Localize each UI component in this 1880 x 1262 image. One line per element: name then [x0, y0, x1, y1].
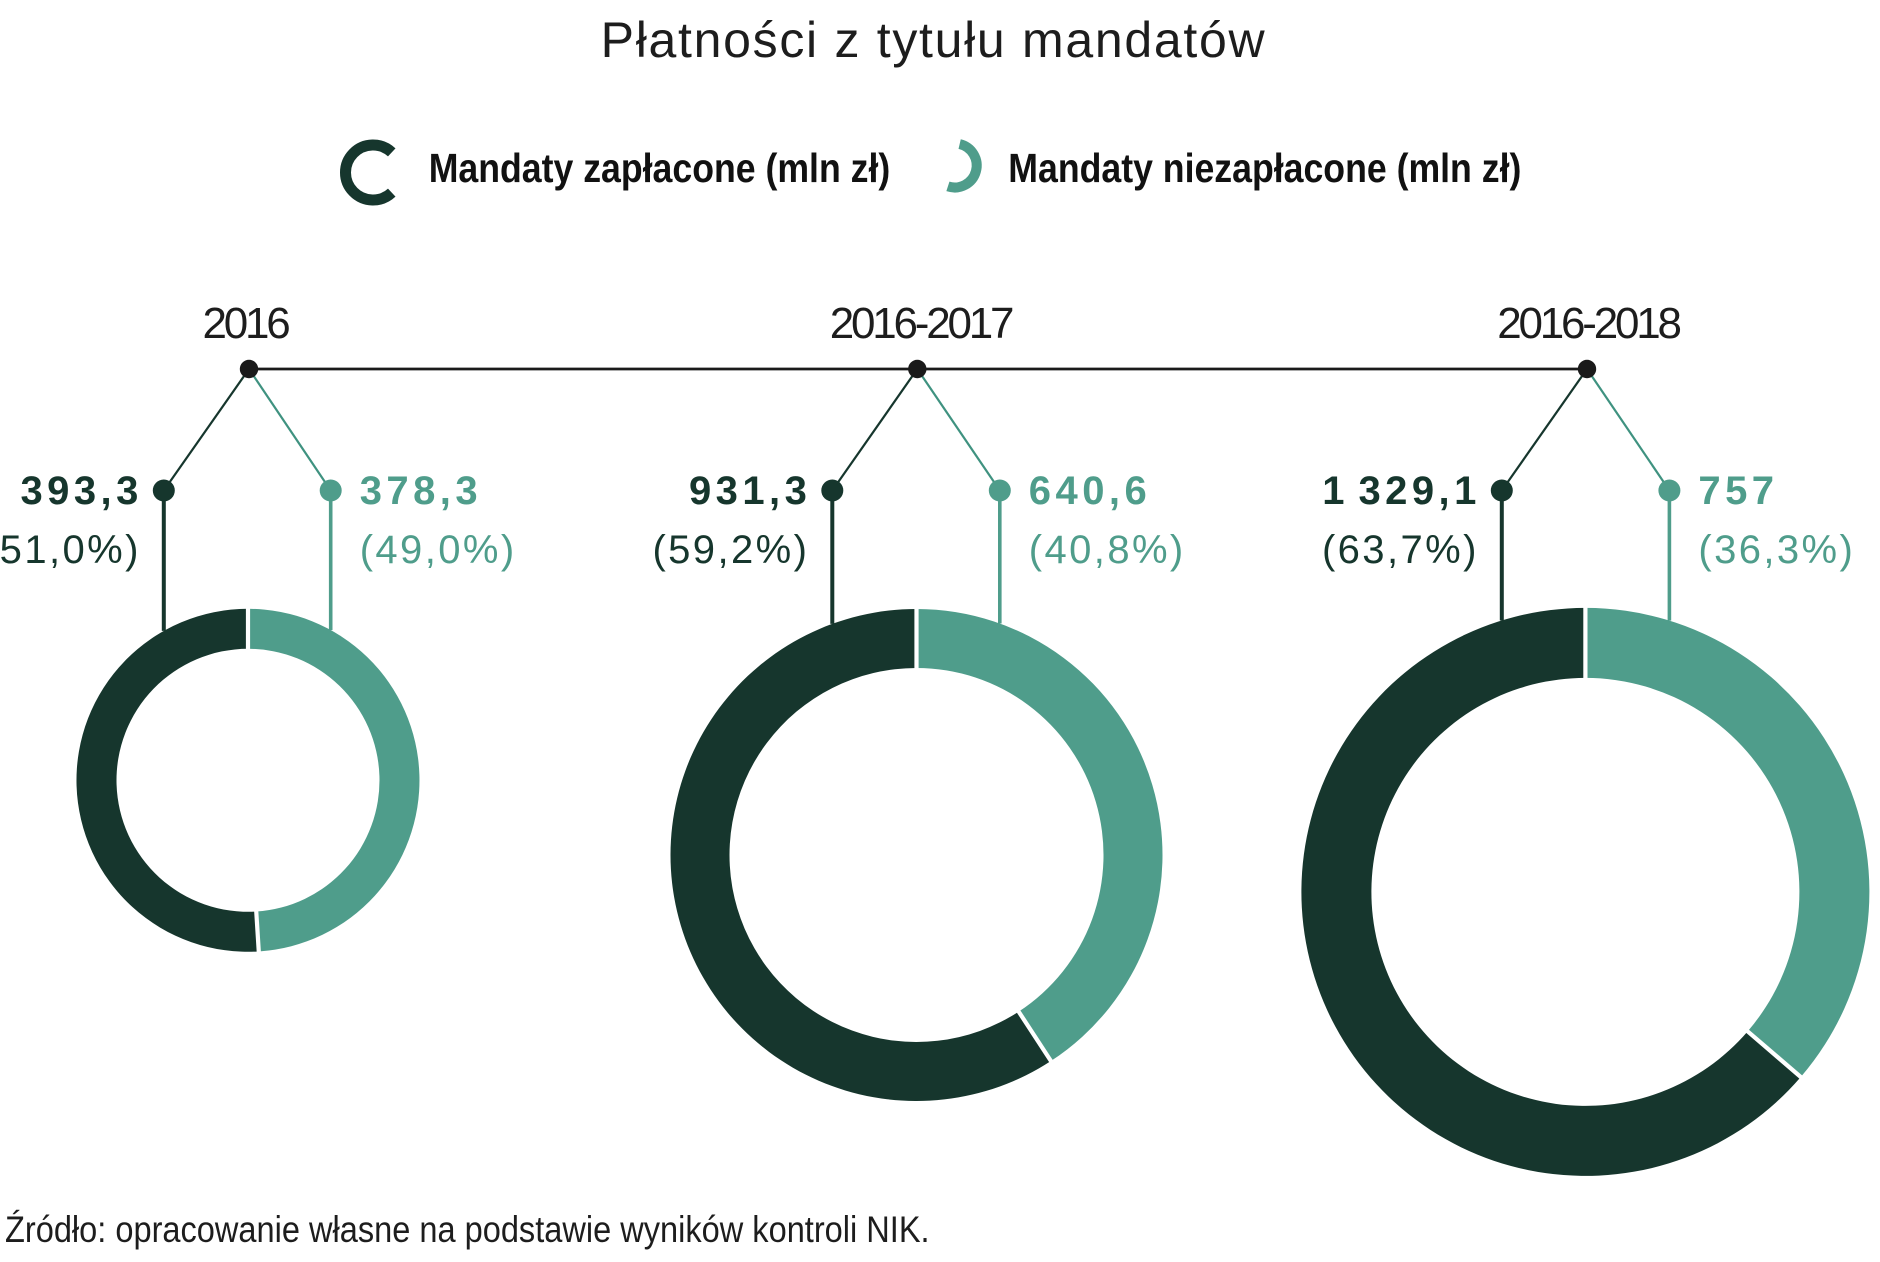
svg-text:(63,7%): (63,7%) [1322, 528, 1479, 572]
svg-text:1 329,1: 1 329,1 [1322, 469, 1481, 513]
svg-text:640,6: 640,6 [1029, 469, 1151, 513]
svg-text:2016-2018: 2016-2018 [1497, 299, 1680, 348]
svg-text:757: 757 [1698, 469, 1778, 513]
svg-text:(40,8%): (40,8%) [1029, 528, 1186, 572]
svg-text:Płatności z tytułu mandatów: Płatności z tytułu mandatów [601, 12, 1267, 68]
svg-text:378,3: 378,3 [360, 469, 482, 513]
svg-text:Mandaty niezapłacone (mln zł): Mandaty niezapłacone (mln zł) [1008, 146, 1521, 192]
svg-text:393,3: 393,3 [20, 469, 142, 513]
svg-text:Źródło: opracowanie własne na: Źródło: opracowanie własne na podstawie … [5, 1209, 930, 1250]
svg-text:(59,2%): (59,2%) [652, 528, 809, 572]
svg-text:931,3: 931,3 [689, 469, 811, 513]
svg-text:2016-2017: 2016-2017 [830, 299, 1013, 348]
svg-text:(36,3%): (36,3%) [1698, 528, 1855, 572]
svg-text:(51,0%): (51,0%) [0, 528, 141, 572]
svg-text:(49,0%): (49,0%) [360, 528, 517, 572]
svg-text:Mandaty zapłacone (mln zł): Mandaty zapłacone (mln zł) [429, 146, 891, 192]
svg-text:2016: 2016 [202, 299, 289, 348]
